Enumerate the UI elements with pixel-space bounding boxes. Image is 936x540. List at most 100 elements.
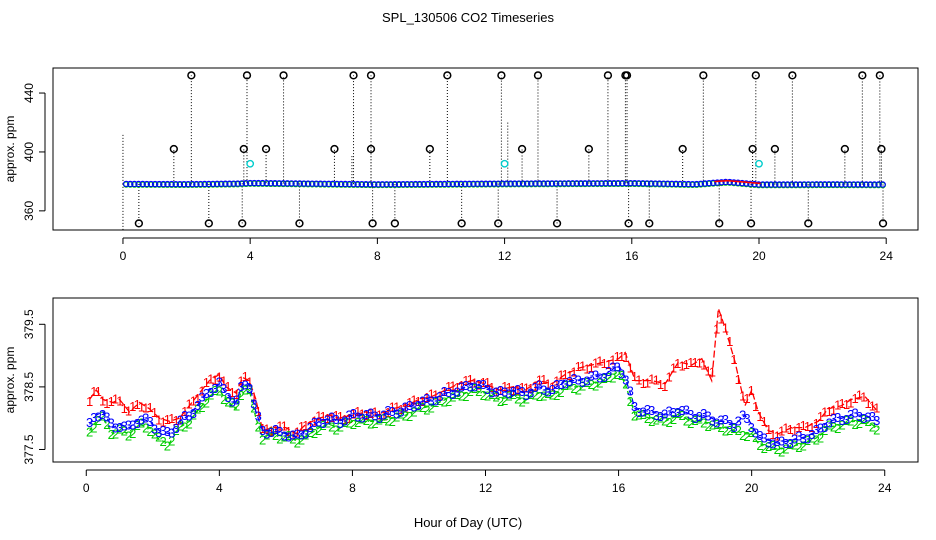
series-2-marker: 2 [250,401,257,416]
baseline-point-series3 [701,180,709,187]
series-2-marker: 2 [142,421,149,436]
series-1-marker: 1 [834,398,841,413]
series-2-marker: 2 [800,438,807,453]
baseline-point-series3 [627,179,634,187]
series-1-marker: 1 [644,375,651,390]
series-3-marker: 3 [653,408,660,423]
baseline-point-series3 [548,180,556,187]
series-2-marker: 2 [345,416,352,431]
series-2-marker: 2 [605,370,612,385]
baseline-point-series3 [251,179,258,187]
series-1-marker: 1 [657,377,664,392]
baseline-point-series3 [304,180,312,187]
series-2-marker: 2 [869,420,876,435]
series-2-marker: 2 [86,425,93,440]
outlier-high-point [443,71,452,80]
series-1-marker: 1 [86,394,93,409]
series-1-marker: 1 [237,374,244,389]
series-1-marker: 1 [735,372,742,387]
series-1-marker: 1 [531,379,538,394]
series-1-marker: 1 [717,312,724,327]
series-3-marker: 3 [730,420,737,435]
series-1-marker: 1 [864,396,871,411]
series-3-marker: 3 [523,388,530,403]
baseline-point-series3 [213,180,221,188]
series-1-marker: 1 [198,384,205,399]
baseline-point-series3 [222,180,229,187]
outlier-high-point [497,71,506,80]
series-1-marker: 1 [596,354,603,369]
series-2-marker: 2 [592,379,599,394]
series-2-marker: 2 [864,414,871,429]
series-2-marker: 2 [761,441,768,456]
series-1-marker: 1 [103,396,110,411]
series-3-marker: 3 [406,398,413,413]
series-3-marker: 3 [605,364,612,379]
series-2-marker: 2 [129,426,136,441]
series-3-marker: 3 [501,385,508,400]
baseline-point-series3 [205,180,213,188]
series-2-marker: 2 [311,426,318,441]
baseline-point-series3 [495,180,502,187]
series-1-marker: 1 [674,356,681,371]
series-2-marker: 2 [410,405,417,420]
baseline-point-series3 [809,181,816,188]
series-3-marker: 3 [791,431,798,446]
series-2-marker: 2 [480,388,487,403]
series-3-marker: 3 [800,431,807,446]
series-1-marker: 1 [592,356,599,371]
x-tick-label: 0 [83,481,90,495]
baseline-point-series3 [619,180,626,187]
y-tick-label: 377.5 [22,434,36,464]
baseline-point-series3 [689,180,696,188]
series-3-marker: 3 [743,411,750,426]
baseline-point-series3 [730,179,738,186]
series-1-marker: 1 [605,357,612,372]
series-2-marker: 2 [787,437,794,452]
baseline-point-series3 [772,181,779,188]
series-3-marker: 3 [769,436,776,451]
series-2-line [89,370,879,451]
series-3-marker: 3 [644,402,651,417]
outlier-mid-point [877,144,886,154]
series-2-marker: 2 [631,409,638,424]
baseline-point-series3 [242,180,250,187]
series-1-marker: 1 [800,418,807,433]
series-1-marker: 1 [415,394,422,409]
series-2-marker: 2 [514,392,521,407]
series-1-marker: 1 [272,422,279,437]
series-1-marker: 1 [345,411,352,426]
series-2-marker: 2 [146,424,153,439]
series-3-marker: 3 [289,427,296,442]
series-2-marker: 2 [246,382,253,397]
baseline-point-series3 [792,181,800,188]
series-3-marker: 3 [817,421,824,436]
series-2-marker: 2 [791,437,798,452]
series-3-marker: 3 [480,377,487,392]
series-2-marker: 2 [116,421,123,436]
series-3-marker: 3 [95,409,102,424]
series-3-marker: 3 [670,405,677,420]
series-1-line [89,308,879,435]
series-1-marker: 1 [557,368,564,383]
series-3-marker: 3 [622,373,629,388]
series-3-marker: 3 [497,383,504,398]
baseline-point-series3 [470,180,477,187]
baseline-point-series3 [313,180,320,187]
baseline-point-series3 [532,180,539,187]
series-1-marker: 1 [95,384,102,399]
baseline-point-series3 [681,180,688,188]
outlier-low-point [552,219,562,228]
outlier-high-point [533,71,543,80]
series-2-marker: 2 [523,392,530,407]
series-3-marker: 3 [358,411,365,426]
series-3-marker: 3 [756,428,763,443]
baseline-point-series3 [168,180,175,188]
series-1-marker: 1 [523,380,530,395]
series-3-marker: 3 [142,411,149,426]
baseline-point-series3 [598,180,605,187]
series-1-marker: 1 [294,425,301,440]
series-2-marker: 2 [488,387,495,402]
series-2-marker: 2 [510,387,517,402]
baseline-point-series3 [664,180,671,187]
